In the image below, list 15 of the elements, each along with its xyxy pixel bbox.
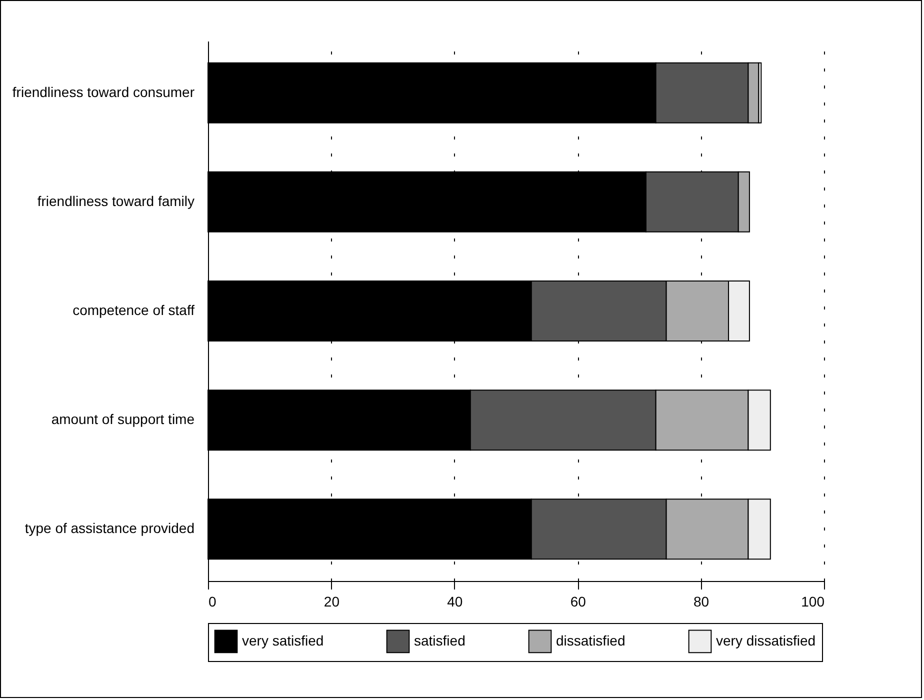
x-tick-label: 40 [447, 594, 463, 610]
y-tick-label: amount of support time [51, 411, 195, 428]
x-tick-label: 0 [208, 594, 216, 610]
legend-label: dissatisfied [556, 632, 626, 648]
legend-label: very dissatisfied [716, 632, 816, 648]
y-tick-label: friendliness toward family [37, 192, 194, 209]
x-tick-label: 100 [801, 594, 825, 610]
y-tick-label: competence of staff [72, 302, 195, 318]
y-tick-label: type of assistance provided [24, 520, 194, 536]
y-tick-label: friendliness toward consumer [12, 84, 195, 100]
legend-label: satisfied [414, 632, 466, 648]
x-tick-label: 60 [570, 594, 586, 610]
legend-label: very satisfied [242, 632, 324, 648]
x-tick-label: 20 [324, 594, 340, 610]
x-tick-label: 80 [694, 594, 710, 610]
